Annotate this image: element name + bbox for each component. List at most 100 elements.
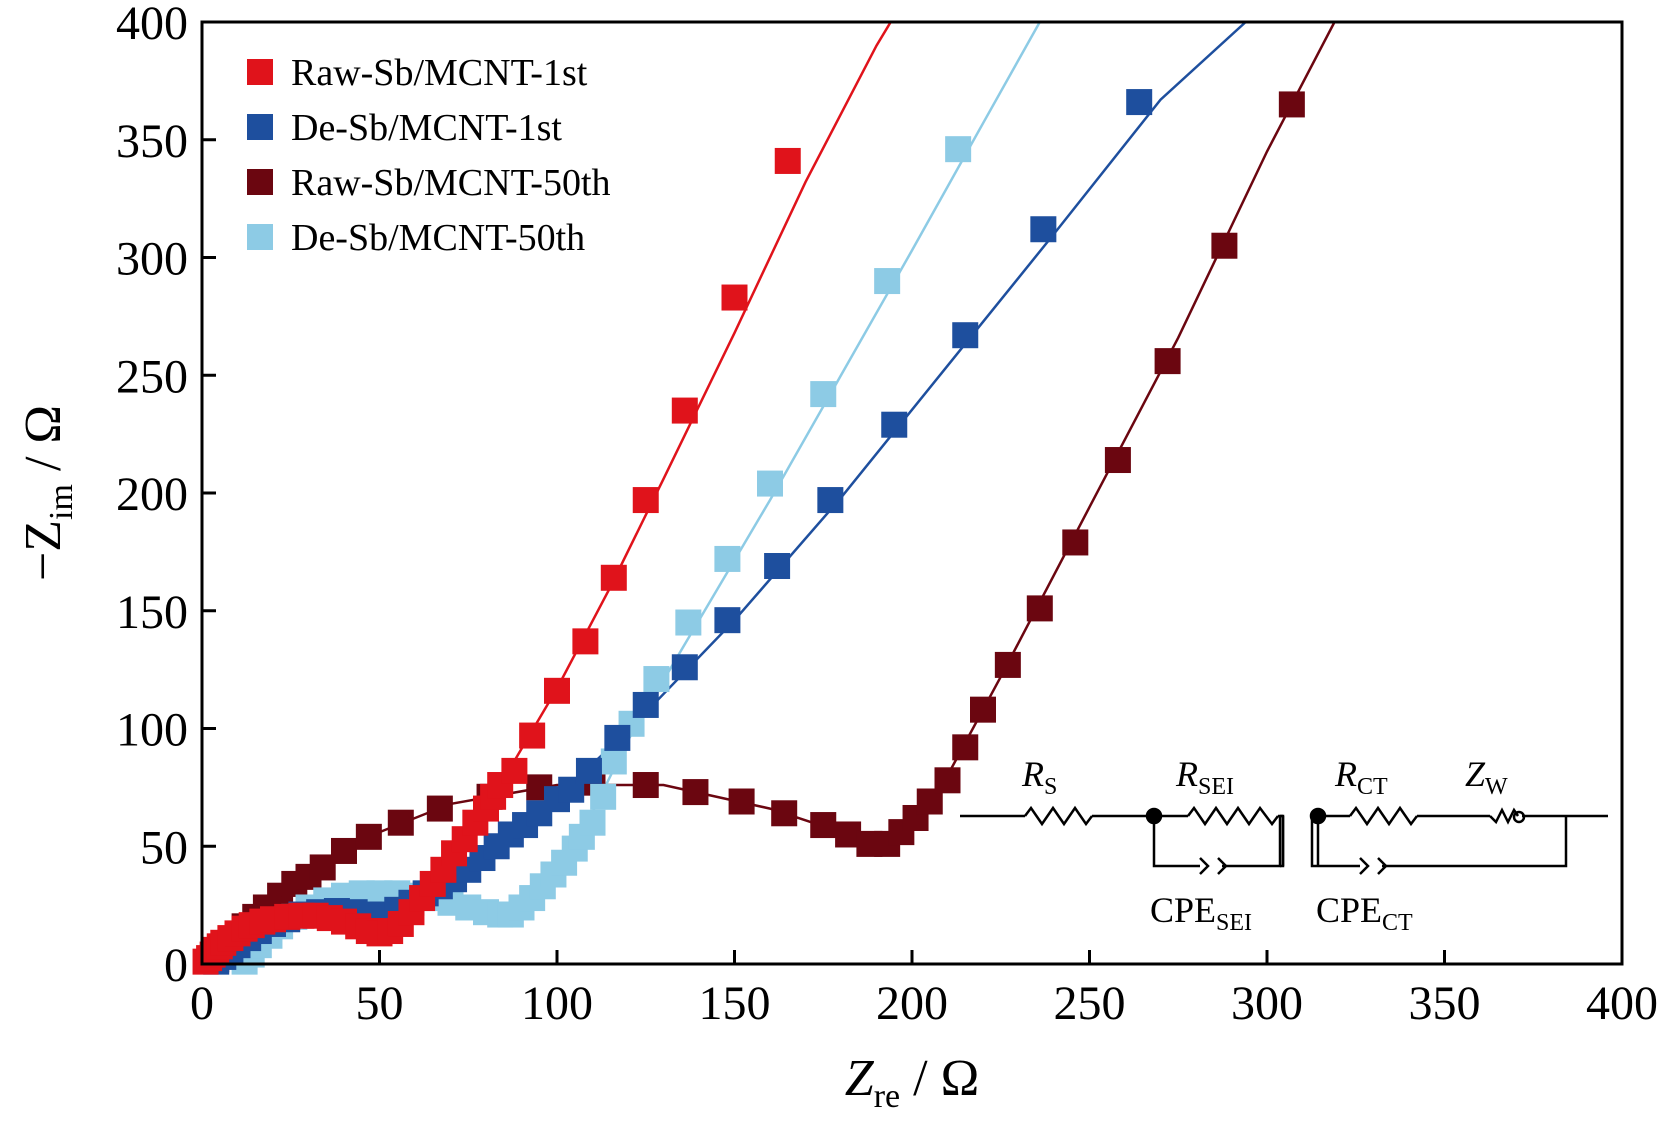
legend-label-0: Raw-Sb/MCNT-1st: [291, 52, 588, 94]
marker-3-30: [643, 666, 670, 693]
marker-2-39: [1278, 91, 1305, 118]
equivalent-circuit: [960, 805, 1608, 875]
legend-label-1: De-Sb/MCNT-1st: [291, 107, 562, 149]
y-axis-title-sub: im: [43, 484, 80, 520]
marker-1-27: [575, 757, 602, 784]
marker-2-32: [970, 696, 996, 723]
label-cpe-ct-sub: CT: [1382, 910, 1413, 936]
marker-0-34: [544, 677, 570, 704]
data-markers: [192, 89, 1305, 975]
cpe-ct-symbol: [1359, 857, 1388, 875]
marker-3-26: [579, 809, 606, 836]
legend: Raw-Sb/MCNT-1st De-Sb/MCNT-1st Raw-Sb/MCNT…: [247, 52, 611, 259]
axis-ticks: 0 50 100 150 200 250 300 350 400 0 50 100 150 200 250 3…: [116, 0, 1658, 1030]
marker-0-36: [600, 564, 627, 591]
marker-2-37: [1154, 348, 1181, 375]
label-rct-sub: CT: [1357, 774, 1388, 800]
y-axis-title-main: −Z: [15, 520, 72, 581]
y-tick-label-8: 400: [116, 0, 188, 50]
y-tick-label-3: 150: [116, 586, 188, 639]
marker-2-21: [728, 788, 755, 815]
x-tick-label-8: 400: [1586, 977, 1658, 1030]
label-zw-sub: W: [1485, 774, 1508, 800]
marker-1-30: [671, 654, 698, 681]
x-tick-label-6: 300: [1231, 977, 1303, 1030]
marker-3-28: [600, 748, 627, 775]
label-zw: ZW: [1465, 754, 1508, 800]
marker-0-32: [501, 757, 528, 784]
label-cpe-sei-main: CPE: [1150, 890, 1216, 930]
label-rs-main: R: [1021, 754, 1044, 794]
marker-1-33: [817, 487, 844, 514]
marker-2-31: [952, 734, 979, 761]
y-axis-title-unit: / Ω: [15, 405, 72, 484]
x-axis-title: Zre / Ω: [845, 1050, 979, 1115]
marker-3-33: [757, 470, 783, 497]
marker-0-33: [519, 722, 546, 749]
legend-swatch-3: [247, 224, 273, 250]
marker-0-39: [721, 284, 748, 311]
marker-2-23: [810, 812, 837, 839]
x-tick-label-0: 0: [190, 977, 214, 1030]
marker-2-13: [355, 823, 382, 850]
marker-1-31: [714, 607, 741, 634]
series-0-markers: [192, 147, 801, 975]
marker-1-32: [764, 553, 791, 580]
label-cpe-sei: CPESEI: [1150, 890, 1252, 936]
marker-2-14: [387, 809, 414, 836]
y-tick-label-7: 350: [116, 115, 188, 168]
marker-3-31: [675, 609, 702, 636]
label-rs: RS: [1021, 754, 1057, 800]
x-axis-title-sub: re: [874, 1078, 900, 1115]
marker-1-29: [632, 691, 659, 718]
cpe-ct-loop: [1310, 816, 1568, 868]
legend-swatch-2: [247, 169, 273, 195]
legend-swatch-0: [247, 59, 273, 85]
label-rsei-sub: SEI: [1198, 774, 1234, 800]
marker-0-38: [671, 397, 698, 424]
marker-1-35: [952, 322, 979, 349]
resistor-rct: [1349, 805, 1418, 827]
label-rs-sub: S: [1044, 774, 1057, 800]
marker-2-15: [426, 795, 453, 822]
marker-2-22: [771, 800, 798, 827]
marker-2-35: [1062, 529, 1089, 556]
warburg-node: [1512, 810, 1526, 824]
fit-line-0: [499, 22, 892, 786]
marker-1-36: [1030, 216, 1057, 243]
marker-0-37: [632, 487, 659, 514]
marker-0-35: [572, 628, 599, 655]
marker-3-35: [874, 268, 901, 295]
x-tick-label-5: 250: [1054, 977, 1126, 1030]
marker-2-19: [632, 772, 659, 799]
cpe-sei-symbol: [1199, 857, 1228, 875]
x-tick-label-2: 100: [521, 977, 593, 1030]
marker-0-40: [774, 147, 801, 174]
x-axis-title-main: Z: [845, 1050, 875, 1107]
marker-3-27: [590, 783, 617, 810]
label-zw-main: Z: [1465, 754, 1486, 794]
resistor-rs: [1024, 805, 1093, 827]
legend-label-2: Raw-Sb/MCNT-50th: [291, 162, 611, 204]
marker-2-36: [1104, 447, 1131, 474]
y-tick-label-1: 50: [140, 821, 188, 874]
legend-swatch-1: [247, 114, 273, 140]
marker-2-12: [331, 837, 357, 864]
label-cpe-ct-main: CPE: [1316, 890, 1382, 930]
marker-1-34: [881, 411, 908, 438]
marker-2-33: [994, 651, 1021, 678]
label-rct-main: R: [1334, 754, 1357, 794]
y-tick-label-5: 250: [116, 350, 188, 403]
x-tick-label-7: 350: [1409, 977, 1481, 1030]
x-axis-title-unit: / Ω: [900, 1050, 979, 1107]
label-rsei: RSEI: [1175, 754, 1234, 800]
y-tick-label-0: 0: [164, 939, 188, 992]
x-tick-label-1: 50: [356, 977, 404, 1030]
circuit-labels: RS RSEI RCT ZW CPESEI CPECT: [1021, 754, 1508, 936]
x-tick-label-4: 200: [876, 977, 948, 1030]
label-cpe-sei-sub: SEI: [1216, 910, 1252, 936]
label-rsei-main: R: [1175, 754, 1198, 794]
y-tick-label-4: 200: [116, 468, 188, 521]
marker-3-34: [810, 381, 837, 408]
